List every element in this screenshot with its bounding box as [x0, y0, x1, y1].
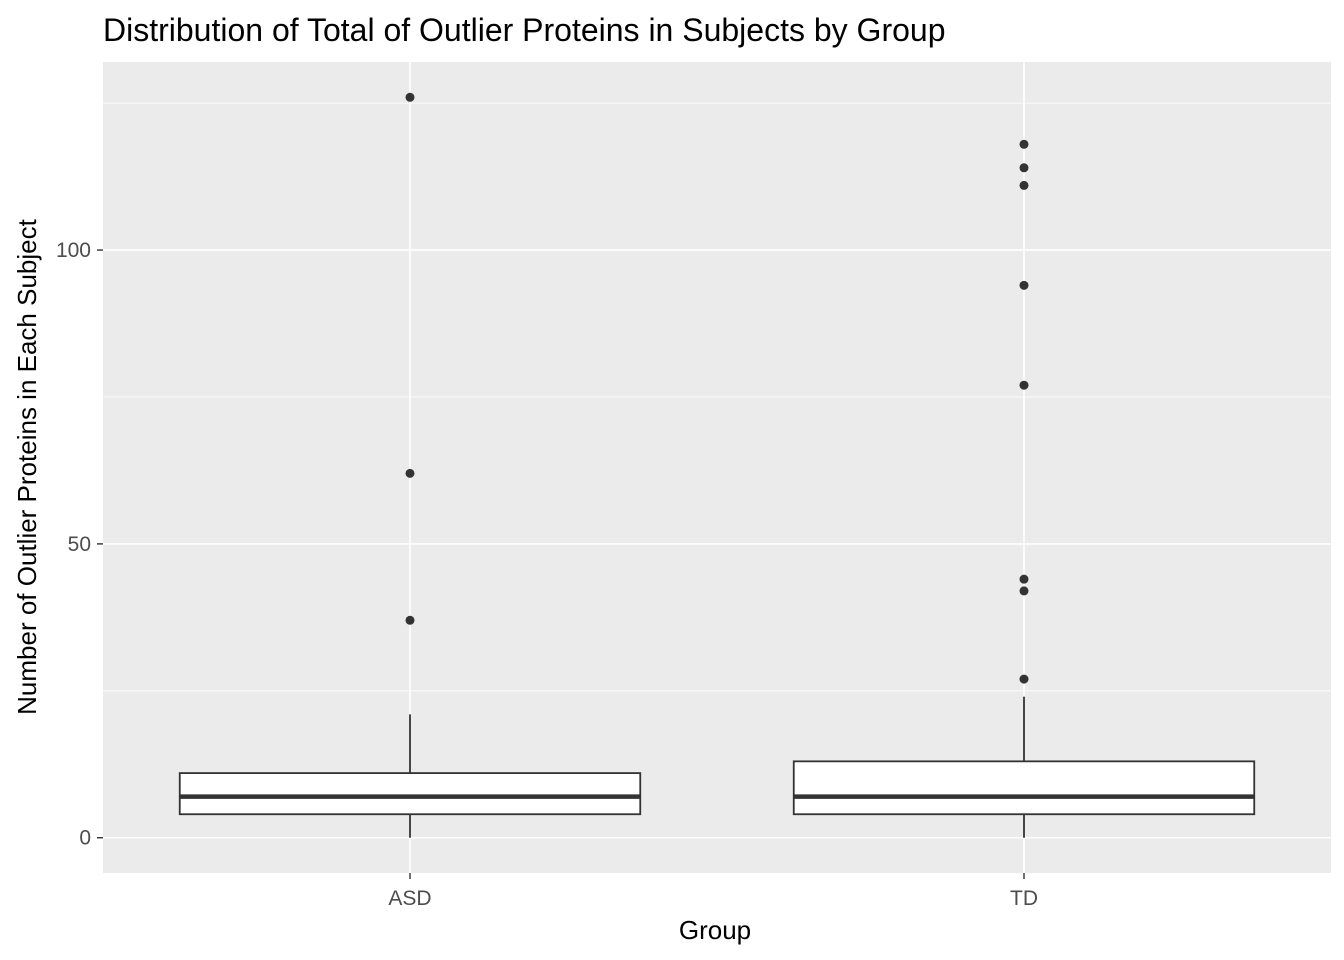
- outlier-point: [1019, 180, 1029, 190]
- box-iqr: [178, 772, 642, 816]
- y-tick-label: 100: [56, 239, 91, 262]
- outlier-point: [1019, 586, 1029, 596]
- outlier-point: [405, 615, 415, 625]
- outlier-point: [1019, 163, 1029, 173]
- y-tick-label: 50: [68, 533, 91, 556]
- outlier-point: [1019, 380, 1029, 390]
- outlier-point: [1019, 574, 1029, 584]
- outlier-point: [405, 92, 415, 102]
- y-tick-label: 0: [79, 827, 91, 850]
- plot-panel: [103, 62, 1331, 873]
- minor-gridlines: [103, 102, 1331, 692]
- outlier-point: [405, 468, 415, 478]
- boxes: [178, 92, 1256, 838]
- x-tick-label: TD: [1010, 887, 1038, 910]
- x-axis-title: Group: [679, 915, 751, 945]
- outlier-point: [1019, 139, 1029, 149]
- major-gridlines: [103, 62, 1331, 873]
- box-asd: [178, 92, 642, 838]
- box-iqr: [792, 760, 1256, 816]
- x-axis: ASD TD: [388, 873, 1038, 910]
- chart-title: Distribution of Total of Outlier Protein…: [103, 12, 945, 48]
- y-axis-title: Number of Outlier Proteins in Each Subje…: [12, 218, 42, 714]
- x-tick-label: ASD: [388, 887, 431, 910]
- outlier-point: [1019, 674, 1029, 684]
- box-td: [792, 139, 1256, 838]
- outlier-point: [1019, 280, 1029, 290]
- y-axis: 0 50 100: [56, 239, 103, 850]
